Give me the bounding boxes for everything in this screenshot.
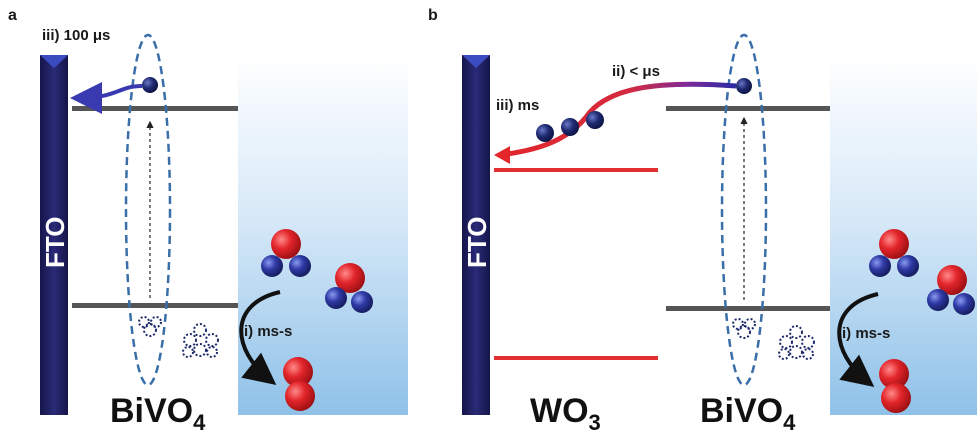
water-molecules-b bbox=[869, 229, 975, 315]
oxygen-molecule-b bbox=[879, 359, 911, 413]
oxygen-molecule-a bbox=[283, 357, 315, 411]
wo3-valence-band bbox=[494, 356, 658, 360]
bivo4-valence-band-b bbox=[666, 306, 830, 311]
electron-transfer-arrow-b bbox=[499, 81, 737, 158]
panel-b-letter: b bbox=[428, 7, 438, 24]
water-molecules-a bbox=[261, 229, 373, 313]
reaction-arrow-a bbox=[239, 290, 281, 385]
wo3-conduction-band bbox=[494, 168, 658, 172]
bivo4-conduction-band-b bbox=[666, 106, 830, 111]
panel-a-letter: a bbox=[8, 7, 17, 24]
fto-top-notch-a bbox=[40, 55, 68, 68]
fto-electrode-a bbox=[40, 55, 68, 415]
valence-band-a bbox=[72, 303, 238, 308]
hole-dotted-a bbox=[138, 316, 219, 358]
panel-b: b FTO ii) < μs iii) ms bbox=[428, 7, 977, 431]
electron-a bbox=[142, 77, 158, 93]
electron-transfer-arrow-a bbox=[70, 81, 143, 114]
reaction-arrow-b bbox=[837, 292, 879, 387]
electron-b bbox=[736, 78, 752, 94]
material-label-a: BiVO4 bbox=[110, 392, 206, 431]
material-label-bivo4-b: BiVO4 bbox=[700, 392, 796, 431]
exciton-ellipse-a bbox=[124, 33, 172, 387]
electrolyte-region-a bbox=[238, 55, 408, 415]
panel-a: a FTO iii) 100 μs bbox=[8, 7, 408, 431]
exciton-ellipse-b bbox=[720, 33, 768, 387]
reaction-label-b: i) ms-s bbox=[842, 325, 890, 342]
reaction-label-a: i) ms-s bbox=[244, 323, 292, 340]
fast-transfer-label-b: ii) < μs bbox=[612, 63, 660, 80]
slow-transfer-label-b: iii) ms bbox=[496, 97, 539, 114]
transfer-label-a: iii) 100 μs bbox=[42, 27, 110, 44]
fto-label-a: FTO bbox=[40, 216, 70, 268]
hole-dotted-b bbox=[732, 318, 815, 360]
fto-electrode-b bbox=[462, 55, 490, 415]
fto-top-notch-b bbox=[462, 55, 490, 68]
conduction-band-a bbox=[72, 106, 238, 111]
material-label-wo3: WO3 bbox=[530, 392, 601, 431]
fto-label-b: FTO bbox=[462, 216, 492, 268]
accumulated-electrons-b bbox=[536, 111, 604, 142]
electron-transfer-arrowhead-b bbox=[494, 146, 510, 164]
